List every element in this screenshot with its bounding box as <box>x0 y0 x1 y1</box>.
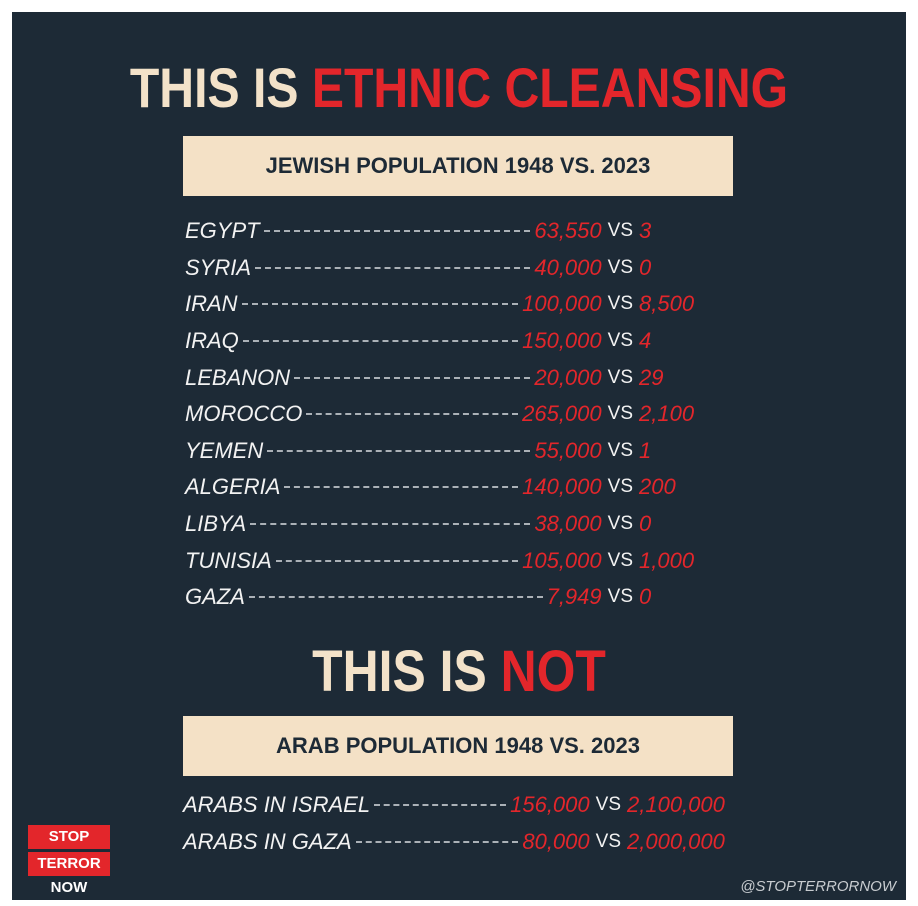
value-1948: 156,000 <box>510 792 590 818</box>
title-lead: THIS IS <box>129 56 299 119</box>
value-2023: 2,100 <box>639 401 695 427</box>
vs-text: VS <box>607 293 633 315</box>
row: IRAN 100,000 VS 8,500 <box>185 286 735 323</box>
value-1948: 150,000 <box>522 328 602 354</box>
dash-leader <box>255 266 531 269</box>
row-label: ARABS IN GAZA <box>183 828 352 854</box>
dash-leader <box>263 230 531 233</box>
value-2023: 2,100,000 <box>627 792 725 818</box>
dash-leader <box>242 340 519 343</box>
row: TUNISIA 105,000 VS 1,000 <box>185 542 735 579</box>
row: SYRIA 40,000 VS 0 <box>185 250 735 287</box>
row: ARABS IN GAZA 80,000 VS 2,000,000 <box>183 824 733 861</box>
jewish-rows: EGYPT 63,550 VS 3 SYRIA 40,000 VS 0 IRAN 100,000 V… <box>185 213 735 616</box>
row-label: EGYPT <box>185 218 260 244</box>
row-label: MOROCCO <box>185 401 303 427</box>
vs-text: VS <box>607 586 633 608</box>
row-label: IRAQ <box>185 328 239 354</box>
value-2023: 2,000,000 <box>627 828 725 854</box>
value-1948: 140,000 <box>522 474 602 500</box>
value-2023: 0 <box>639 511 652 537</box>
row: LIBYA 38,000 VS 0 <box>185 506 735 543</box>
row: ALGERIA 140,000 VS 200 <box>185 469 735 506</box>
row: MOROCCO 265,000 VS 2,100 <box>185 396 735 433</box>
arab-heading: ARAB POPULATION 1948 VS. 2023 <box>183 716 733 776</box>
value-2023: 200 <box>639 474 676 500</box>
value-1948: 105,000 <box>522 547 602 573</box>
row-label: LIBYA <box>185 511 247 537</box>
value-2023: 4 <box>639 328 652 354</box>
dash-leader <box>355 840 519 843</box>
row: YEMEN 55,000 VS 1 <box>185 433 735 470</box>
value-2023: 0 <box>639 584 652 610</box>
vs-text: VS <box>607 330 633 352</box>
dash-leader <box>267 449 531 452</box>
logo-line: NOW <box>28 876 110 900</box>
row-label: YEMEN <box>185 437 264 463</box>
title: THIS IS ETHNIC CLEANSING <box>64 55 853 120</box>
vs-text: VS <box>607 366 633 388</box>
subtitle-lead: THIS IS <box>312 639 487 704</box>
value-1948: 80,000 <box>522 828 590 854</box>
vs-text: VS <box>607 513 633 535</box>
value-1948: 100,000 <box>522 291 602 317</box>
row: GAZA 7,949 VS 0 <box>185 579 735 616</box>
vs-text: VS <box>607 220 633 242</box>
vs-text: VS <box>607 256 633 278</box>
handle: @STOPTERRORNOW <box>740 878 896 895</box>
value-1948: 7,949 <box>546 584 602 610</box>
arab-rows: ARABS IN ISRAEL 156,000 VS 2,100,000 ARABS I… <box>183 787 733 860</box>
row: IRAQ 150,000 VS 4 <box>185 323 735 360</box>
vs-text: VS <box>607 403 633 425</box>
value-2023: 3 <box>639 218 652 244</box>
subtitle: THIS IS NOT <box>64 638 853 705</box>
dash-leader <box>294 376 531 379</box>
dash-leader <box>248 596 543 599</box>
row-label: ARABS IN ISRAEL <box>183 792 371 818</box>
value-2023: 8,500 <box>639 291 695 317</box>
logo-line: STOP <box>28 825 110 849</box>
vs-text: VS <box>607 439 633 461</box>
row-label: TUNISIA <box>185 547 272 573</box>
vs-text: VS <box>607 549 633 571</box>
value-1948: 63,550 <box>534 218 602 244</box>
row-label: LEBANON <box>185 364 291 390</box>
vs-text: VS <box>607 476 633 498</box>
dash-leader <box>284 486 519 489</box>
row-label: SYRIA <box>185 254 252 280</box>
dash-leader <box>374 804 507 807</box>
row: EGYPT 63,550 VS 3 <box>185 213 735 250</box>
value-2023: 1 <box>639 437 652 463</box>
jewish-heading: JEWISH POPULATION 1948 VS. 2023 <box>183 136 733 196</box>
dash-leader <box>306 413 519 416</box>
value-1948: 20,000 <box>534 364 602 390</box>
dash-leader <box>275 559 519 562</box>
value-2023: 29 <box>639 364 664 390</box>
row-label: GAZA <box>185 584 245 610</box>
value-1948: 40,000 <box>534 254 602 280</box>
value-2023: 1,000 <box>639 547 695 573</box>
dash-leader <box>241 303 519 306</box>
subtitle-highlight: NOT <box>500 639 606 704</box>
value-1948: 265,000 <box>522 401 602 427</box>
vs-text: VS <box>595 794 621 816</box>
title-highlight: ETHNIC CLEANSING <box>311 56 789 119</box>
row-label: IRAN <box>185 291 238 317</box>
value-1948: 38,000 <box>534 511 602 537</box>
dash-leader <box>250 523 531 526</box>
value-1948: 55,000 <box>534 437 602 463</box>
row: LEBANON 20,000 VS 29 <box>185 359 735 396</box>
vs-text: VS <box>595 830 621 852</box>
value-2023: 0 <box>639 254 652 280</box>
row-label: ALGERIA <box>185 474 281 500</box>
logo: STOP TERROR NOW <box>28 825 110 900</box>
logo-line: TERROR <box>28 852 110 876</box>
row: ARABS IN ISRAEL 156,000 VS 2,100,000 <box>183 787 733 824</box>
